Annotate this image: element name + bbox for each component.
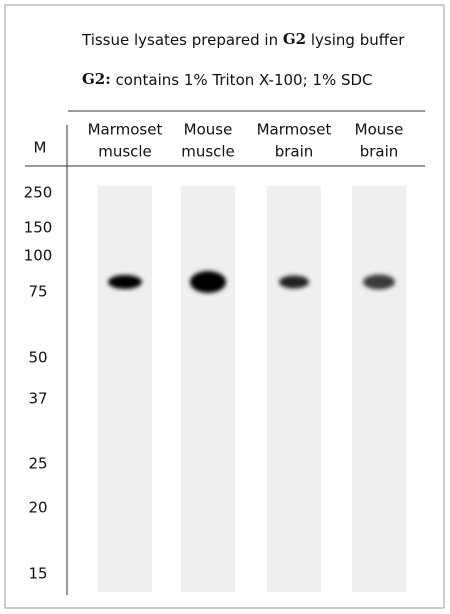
lane-label: Mouse bbox=[355, 121, 404, 139]
marker-label: 75 bbox=[28, 283, 47, 301]
lane-label: Marmoset bbox=[88, 121, 163, 139]
lane bbox=[181, 186, 235, 592]
marker-label: 20 bbox=[28, 499, 47, 517]
marker-header: M bbox=[34, 139, 47, 157]
lane-label: muscle bbox=[98, 143, 152, 161]
marker-label: 25 bbox=[28, 455, 47, 473]
note: G2: contains 1% Triton X-100; 1% SDC bbox=[82, 70, 373, 89]
lane-label: brain bbox=[360, 143, 399, 161]
band bbox=[279, 275, 309, 289]
marker-label: 37 bbox=[28, 390, 47, 408]
marker-label: 250 bbox=[24, 184, 53, 202]
lane bbox=[98, 186, 152, 592]
lane-label: Marmoset bbox=[257, 121, 332, 139]
marker-label: 150 bbox=[24, 219, 53, 237]
marker-label: 100 bbox=[24, 247, 53, 265]
lane-label: muscle bbox=[181, 143, 235, 161]
lane bbox=[352, 186, 406, 592]
lane bbox=[267, 186, 321, 592]
title-bold: G2 bbox=[283, 30, 306, 48]
note-bold: G2: bbox=[82, 70, 111, 88]
band bbox=[108, 275, 142, 289]
band bbox=[190, 271, 226, 293]
title: Tissue lysates prepared in G2 lysing buf… bbox=[81, 30, 405, 49]
lane-label: Mouse bbox=[184, 121, 233, 139]
title-text: lysing buffer bbox=[306, 31, 405, 49]
note-text: contains 1% Triton X-100; 1% SDC bbox=[111, 71, 373, 89]
marker-label: 50 bbox=[28, 349, 47, 367]
lane-label: brain bbox=[275, 143, 314, 161]
marker-label: 15 bbox=[28, 565, 47, 583]
title-text: Tissue lysates prepared in bbox=[81, 31, 283, 49]
band bbox=[363, 274, 395, 290]
